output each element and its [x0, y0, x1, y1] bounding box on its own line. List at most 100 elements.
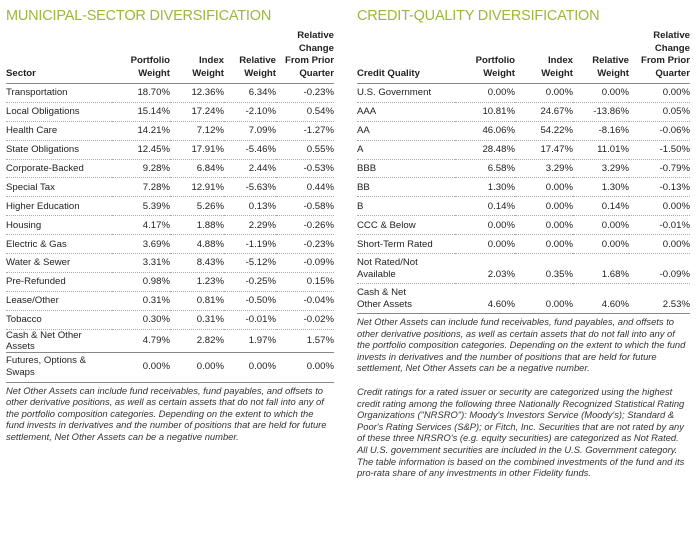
row-label: CCC & Below	[357, 215, 455, 236]
cell-value: 7.09%	[224, 121, 276, 141]
cell-value: 0.13%	[224, 196, 276, 217]
row-label: BBB	[357, 159, 455, 179]
cell-value: 15.14%	[112, 102, 170, 122]
cell-value: 4.17%	[112, 215, 170, 236]
cell-value: -5.12%	[224, 253, 276, 273]
cell-value: 0.00%	[515, 196, 573, 217]
cell-value: 0.00%	[629, 234, 690, 255]
cell-value: 0.00%	[455, 215, 515, 236]
cell-value: -0.02%	[276, 310, 334, 330]
cell-value: 14.21%	[112, 121, 170, 141]
cell-value: 2.03%	[455, 253, 515, 285]
row-label: Tobacco	[6, 310, 112, 330]
cell-value: 0.15%	[276, 272, 334, 292]
cell-value: 17.91%	[170, 140, 224, 160]
cell-value: -0.01%	[629, 215, 690, 236]
cell-value: 54.22%	[515, 121, 573, 141]
cell-value: -1.19%	[224, 234, 276, 255]
row-label: Corporate-Backed	[6, 159, 112, 179]
municipal-note: Net Other Assets can include fund receiv…	[6, 384, 327, 442]
cell-value: 3.31%	[112, 253, 170, 273]
municipal-sector-panel: MUNICIPAL-SECTOR DIVERSIFICATION Sector P…	[6, 8, 334, 443]
cell-value: 0.30%	[112, 310, 170, 330]
cell-value: -5.63%	[224, 177, 276, 198]
cell-value: -0.09%	[276, 253, 334, 273]
cell-value: 17.24%	[170, 102, 224, 122]
cell-value: -0.25%	[224, 272, 276, 292]
cell-value: 0.05%	[629, 102, 690, 122]
cell-value: -1.50%	[629, 140, 690, 160]
cell-value: 0.35%	[515, 253, 573, 285]
cell-value: 24.67%	[515, 102, 573, 122]
table-row: Local Obligations 15.14% 17.24% -2.10% 0.54%	[6, 102, 334, 122]
table-row: Not Rated/Not Available 2.03% 0.35% 1.68% -0…	[357, 253, 690, 285]
table-row: Cash & Net Other Assets 4.79% 2.82% 1.97% 1.…	[6, 329, 334, 353]
table-row: CCC & Below 0.00% 0.00% 0.00% -0.01%	[357, 215, 690, 236]
cell-value: 0.55%	[276, 140, 334, 160]
cell-value: 46.06%	[455, 121, 515, 141]
cell-value: -0.13%	[629, 177, 690, 198]
table-row: Electric & Gas 3.69% 4.88% -1.19% -0.23%	[6, 234, 334, 255]
cell-value: 17.47%	[515, 140, 573, 160]
cell-value: -0.23%	[276, 83, 334, 103]
table-row: Water & Sewer 3.31% 8.43% -5.12% -0.09%	[6, 253, 334, 273]
column-header: Index Weight	[515, 30, 573, 84]
cell-value: 1.30%	[455, 177, 515, 198]
table-row: AAA 10.81% 24.67% -13.86% 0.05%	[357, 102, 690, 122]
table-row: State Obligations 12.45% 17.91% -5.46% 0.55%	[6, 140, 334, 160]
row-label: Special Tax	[6, 177, 112, 198]
column-header: Relative Weight	[573, 30, 629, 84]
column-header: Relative Change From Prior Quarter	[276, 30, 334, 84]
cell-value: 1.68%	[573, 253, 629, 285]
row-label: Health Care	[6, 121, 112, 141]
credit-quality-table: Credit Quality Portfolio Weight Index Weig…	[357, 30, 690, 315]
row-label: Transportation	[6, 83, 112, 103]
column-header: Credit Quality	[357, 30, 455, 84]
cell-value: 0.00%	[170, 352, 224, 383]
cell-value: 2.44%	[224, 159, 276, 179]
cell-value: -0.58%	[276, 196, 334, 217]
row-label: Water & Sewer	[6, 253, 112, 273]
cell-value: 1.30%	[573, 177, 629, 198]
cell-value: 12.36%	[170, 83, 224, 103]
cell-value: 11.01%	[573, 140, 629, 160]
table-row: A 28.48% 17.47% 11.01% -1.50%	[357, 140, 690, 160]
cell-value: 6.58%	[455, 159, 515, 179]
cell-value: 0.00%	[515, 234, 573, 255]
cell-value: 0.81%	[170, 291, 224, 311]
column-header: Portfolio Weight	[455, 30, 515, 84]
table-row: Pre-Refunded 0.98% 1.23% -0.25% 0.15%	[6, 272, 334, 292]
cell-value: 28.48%	[455, 140, 515, 160]
cell-value: -5.46%	[224, 140, 276, 160]
cell-value: 0.00%	[515, 283, 573, 315]
row-label: Not Rated/Not Available	[357, 253, 455, 285]
cell-value: 9.28%	[112, 159, 170, 179]
cell-value: 0.14%	[573, 196, 629, 217]
credit-quality-title: CREDIT-QUALITY DIVERSIFICATION	[357, 8, 600, 24]
row-label: Higher Education	[6, 196, 112, 217]
cell-value: 6.84%	[170, 159, 224, 179]
row-label: Lease/Other	[6, 291, 112, 311]
row-label: Cash & Net Other Assets	[6, 329, 112, 353]
cell-value: 12.91%	[170, 177, 224, 198]
cell-value: 2.29%	[224, 215, 276, 236]
table-row: U.S. Government 0.00% 0.00% 0.00% 0.00%	[357, 83, 690, 103]
cell-value: -0.79%	[629, 159, 690, 179]
row-label: U.S. Government	[357, 83, 455, 103]
cell-value: 2.53%	[629, 283, 690, 315]
row-label: Futures, Options & Swaps	[6, 352, 112, 383]
cell-value: 1.57%	[276, 329, 334, 353]
cell-value: 1.23%	[170, 272, 224, 292]
cell-value: 0.14%	[455, 196, 515, 217]
table-row: Higher Education 5.39% 5.26% 0.13% -0.58%	[6, 196, 334, 217]
cell-value: 2.82%	[170, 329, 224, 353]
cell-value: 1.88%	[170, 215, 224, 236]
cell-value: 6.34%	[224, 83, 276, 103]
cell-value: 0.00%	[629, 196, 690, 217]
cell-value: -0.23%	[276, 234, 334, 255]
column-header: Relative Change From Prior Quarter	[629, 30, 690, 84]
row-label: Short-Term Rated	[357, 234, 455, 255]
cell-value: 0.00%	[573, 83, 629, 103]
cell-value: -8.16%	[573, 121, 629, 141]
cell-value: 5.26%	[170, 196, 224, 217]
